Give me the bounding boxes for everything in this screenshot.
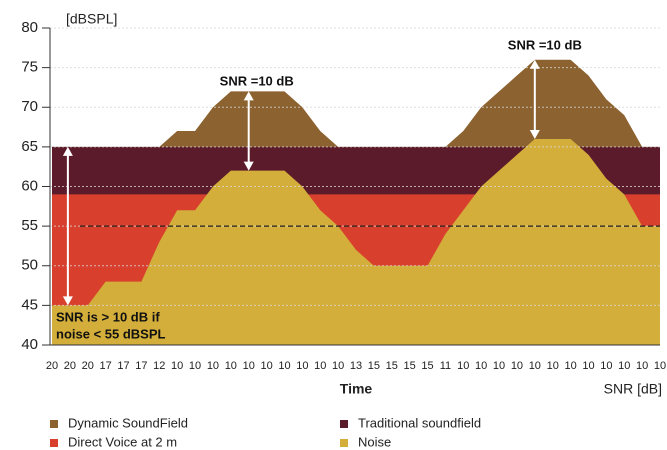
- y-tick-label: 65: [21, 138, 38, 155]
- x-tick-label: 10: [547, 360, 559, 372]
- annotation: SNR =10 dB: [220, 73, 294, 88]
- x-tick-label: 10: [582, 360, 594, 372]
- x-tick-label: 10: [243, 360, 255, 372]
- x-tick-label: 10: [207, 360, 219, 372]
- y-tick-label: 60: [21, 177, 38, 194]
- y-tick-label: 70: [21, 98, 38, 115]
- arrow-head: [529, 59, 540, 69]
- x-tick-label: 11: [440, 360, 451, 372]
- x-tick-label: 20: [64, 360, 76, 372]
- legend-swatch: [340, 420, 348, 428]
- arrow-head: [243, 161, 254, 171]
- x-tick-label: 10: [600, 360, 612, 372]
- x-tick-label: 10: [278, 360, 290, 372]
- x-row-label: SNR [dB]: [604, 381, 662, 397]
- y-tick-label: 40: [21, 336, 38, 353]
- y-tick-label: 45: [21, 296, 38, 313]
- arrow-head: [529, 129, 540, 139]
- legend-label: Direct Voice at 2 m: [68, 434, 177, 449]
- arrow-head: [243, 91, 254, 101]
- x-axis-label: Time: [340, 381, 373, 397]
- x-tick-label: 17: [100, 360, 112, 372]
- x-tick-label: 10: [529, 360, 541, 372]
- arrow-head: [62, 146, 73, 156]
- x-tick-label: 17: [135, 360, 147, 372]
- legend-swatch: [50, 439, 58, 447]
- x-tick-label: 13: [350, 360, 362, 372]
- x-tick-label: 15: [404, 360, 416, 372]
- x-tick-label: 10: [457, 360, 469, 372]
- x-tick-label: 17: [117, 360, 129, 372]
- arrow-head: [62, 296, 73, 306]
- x-tick-label: 10: [189, 360, 201, 372]
- annotation: noise < 55 dBSPL: [56, 326, 166, 341]
- x-tick-label: 10: [260, 360, 272, 372]
- legend-label: Traditional soundfield: [358, 415, 481, 430]
- y-tick-label: 75: [21, 59, 38, 76]
- area: [52, 138, 660, 345]
- legend-label: Noise: [358, 434, 391, 449]
- x-tick-label: 10: [314, 360, 326, 372]
- x-tick-label: 10: [296, 360, 308, 372]
- x-tick-label: 10: [171, 360, 183, 372]
- x-tick-label: 15: [421, 360, 433, 372]
- x-tick-label: 10: [493, 360, 505, 372]
- x-tick-label: 15: [386, 360, 398, 372]
- annotation: SNR is > 10 dB if: [56, 309, 160, 324]
- y-tick-label: 55: [21, 217, 38, 234]
- legend-label: Dynamic SoundField: [68, 415, 188, 430]
- x-tick-label: 10: [636, 360, 648, 372]
- legend-swatch: [340, 439, 348, 447]
- x-tick-label: 20: [46, 360, 58, 372]
- annotation: SNR =10 dB: [508, 37, 582, 52]
- x-tick-label: 10: [511, 360, 523, 372]
- x-tick-label: 20: [82, 360, 94, 372]
- y-tick-label: 50: [21, 257, 38, 274]
- x-tick-label: 12: [153, 360, 165, 372]
- y-axis-label: [dBSPL]: [66, 11, 117, 27]
- y-tick-label: 80: [21, 19, 38, 36]
- x-tick-label: 15: [368, 360, 380, 372]
- x-tick-label: 10: [654, 360, 666, 372]
- x-tick-label: 10: [475, 360, 487, 372]
- x-tick-label: 10: [332, 360, 344, 372]
- x-tick-label: 10: [618, 360, 630, 372]
- x-tick-label: 10: [225, 360, 237, 372]
- x-tick-label: 10: [564, 360, 576, 372]
- legend-swatch: [50, 420, 58, 428]
